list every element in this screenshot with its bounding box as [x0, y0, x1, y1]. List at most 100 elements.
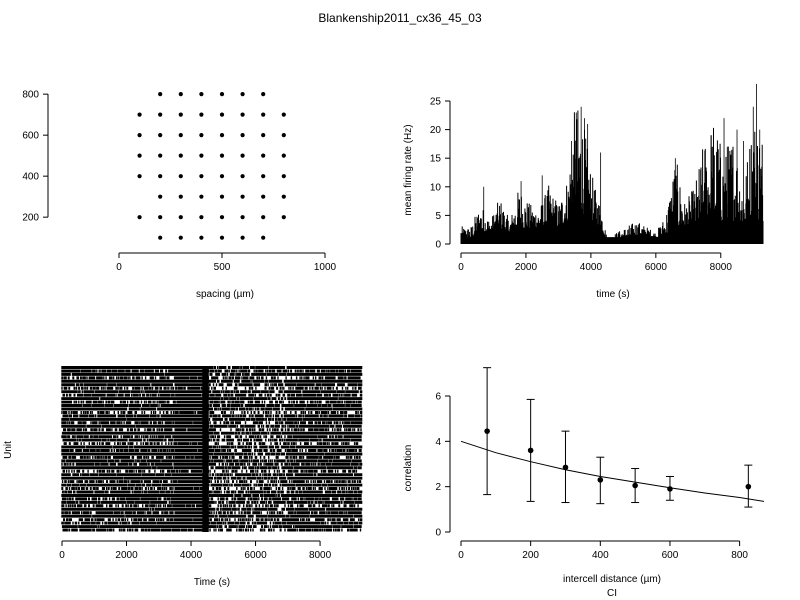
- raster-row: [61, 476, 363, 480]
- correlation-distance-caption: CI: [607, 588, 617, 599]
- electrode-layout-y-tick-label: 800: [22, 90, 39, 101]
- electrode-point: [240, 174, 245, 179]
- correlation-distance-y-tick-label: 4: [435, 437, 441, 448]
- raster-row: [61, 521, 363, 525]
- raster-row: [61, 497, 362, 501]
- electrode-point: [261, 174, 266, 179]
- mean-firing-rate-y-tick-label: 10: [430, 182, 442, 193]
- electrode-layout-x-tick-label: 1000: [314, 262, 337, 273]
- electrode-layout-xlabel: spacing (µm): [196, 289, 254, 300]
- electrode-point: [240, 133, 245, 138]
- electrode-point: [281, 112, 286, 117]
- raster-row: [61, 466, 362, 470]
- electrode-point: [158, 153, 163, 158]
- correlation-point: [745, 483, 752, 490]
- raster-row: [62, 438, 362, 442]
- correlation-distance-panel: 0 200 400 600 800 0 2 4 6 intercell distance (µm…: [403, 367, 765, 599]
- correlation-distance-ylabel: correlation: [403, 445, 414, 492]
- electrode-point: [219, 92, 225, 97]
- electrode-point: [158, 215, 163, 220]
- mean-firing-rate-x-tick-label: 6000: [645, 262, 668, 273]
- electrode-point: [281, 133, 286, 138]
- electrode-point: [178, 153, 183, 158]
- spike-raster-x-tick-label: 4000: [180, 550, 203, 561]
- electrode-point: [261, 112, 266, 117]
- raster-row: [61, 383, 363, 387]
- electrode-point: [199, 194, 204, 199]
- mean-firing-rate-y-tick-label: 25: [430, 97, 442, 108]
- correlation-distance-xlabel: intercell distance (µm): [563, 574, 661, 585]
- mean-firing-rate-y-tick-label: 20: [430, 125, 442, 136]
- electrode-point: [240, 112, 245, 117]
- spike-raster-panel: 0 2000 4000 6000 8000 Time (s) Unit: [3, 366, 363, 588]
- raster-row: [61, 435, 362, 439]
- correlation-point: [597, 477, 604, 483]
- raster-row: [61, 445, 363, 449]
- electrode-point: [261, 92, 266, 97]
- electrode-point: [137, 215, 142, 220]
- raster-row: [61, 407, 363, 411]
- electrode-point: [261, 194, 266, 199]
- firing-rate-trace: [460, 110, 764, 244]
- mean-firing-rate-y-tick-label: 0: [435, 240, 441, 251]
- correlation-distance-axes: 0 200 400 600 800 0 2 4 6: [435, 392, 748, 562]
- raster-row: [61, 376, 361, 380]
- raster-dense-stripe: [202, 366, 209, 532]
- spike-raster-ylabel: Unit: [3, 441, 14, 459]
- electrode-point: [178, 92, 183, 97]
- electrode-point: [158, 92, 163, 97]
- raster-row: [62, 414, 363, 418]
- electrode-point: [219, 194, 225, 199]
- firing-rate-baseline-band: [461, 237, 763, 244]
- raster-row: [61, 500, 363, 504]
- correlation-fit-curve: [460, 440, 765, 502]
- mean-firing-rate-y-tick-label: 15: [430, 154, 442, 165]
- electrode-point: [261, 235, 266, 240]
- raster-row: [61, 386, 362, 390]
- raster-row: [63, 428, 362, 432]
- figure-title: Blankenship2011_cx36_45_03: [318, 11, 482, 25]
- electrode-layout-points: [137, 92, 286, 240]
- raster-row: [61, 525, 362, 529]
- spike-raster-xlabel: Time (s): [194, 577, 230, 588]
- mean-firing-rate-y-tick-label: 5: [435, 211, 441, 222]
- electrode-point: [137, 112, 142, 117]
- electrode-point: [240, 92, 245, 97]
- raster-row: [61, 483, 363, 487]
- electrode-point: [199, 92, 204, 97]
- electrode-point: [199, 133, 204, 138]
- correlation-point: [484, 428, 490, 434]
- electrode-point: [158, 133, 163, 138]
- electrode-point: [240, 235, 245, 240]
- electrode-point: [240, 215, 245, 220]
- raster-row: [61, 400, 362, 404]
- electrode-point: [261, 133, 266, 138]
- electrode-point: [281, 215, 286, 220]
- raster-row: [61, 431, 363, 435]
- correlation-distance-x-tick-label: 400: [592, 550, 609, 561]
- raster-row: [61, 494, 362, 497]
- raster-row: [61, 424, 362, 428]
- electrode-layout-x-tick-label: 500: [214, 262, 231, 273]
- electrode-point: [240, 194, 245, 199]
- electrode-point: [219, 174, 225, 179]
- electrode-point: [219, 153, 225, 158]
- raster-row: [62, 528, 362, 532]
- electrode-point: [281, 174, 286, 179]
- raster-row: [61, 379, 363, 383]
- mean-firing-rate-trace: [460, 83, 764, 244]
- raster-row: [61, 504, 359, 508]
- spike-raster-x-tick-label: 2000: [115, 550, 138, 561]
- electrode-point: [219, 133, 225, 138]
- electrode-point: [261, 215, 266, 220]
- raster-row: [61, 417, 363, 421]
- electrode-point: [178, 112, 183, 117]
- raster-row: [61, 507, 363, 511]
- raster-row: [61, 369, 362, 373]
- mean-firing-rate-x-tick-label: 8000: [710, 262, 733, 273]
- mean-firing-rate-x-tick-label: 0: [458, 262, 464, 273]
- electrode-layout-axes: 0 500 1000 200 400 600 800: [22, 90, 336, 273]
- mean-firing-rate-ylabel: mean firing rate (Hz): [403, 124, 414, 215]
- electrode-layout-y-tick-label: 400: [22, 172, 39, 183]
- electrode-point: [178, 215, 183, 220]
